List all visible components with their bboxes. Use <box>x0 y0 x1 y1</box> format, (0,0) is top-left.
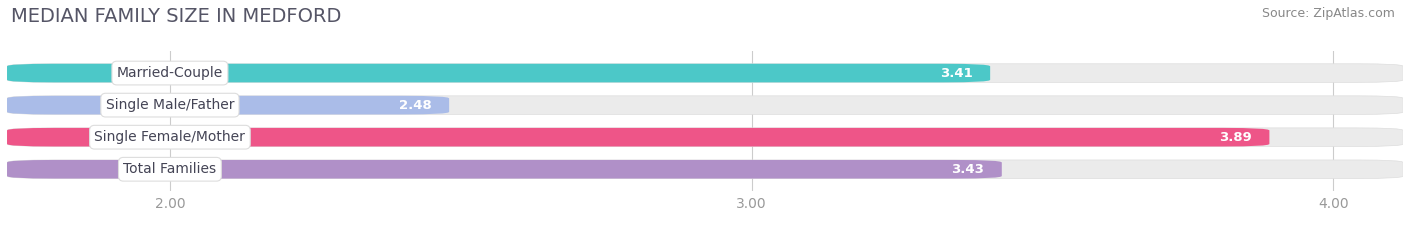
FancyBboxPatch shape <box>7 96 449 114</box>
FancyBboxPatch shape <box>7 64 990 82</box>
FancyBboxPatch shape <box>7 160 1403 178</box>
Text: 3.43: 3.43 <box>952 163 984 176</box>
Text: Single Male/Father: Single Male/Father <box>105 98 235 112</box>
FancyBboxPatch shape <box>7 128 1270 147</box>
Text: Source: ZipAtlas.com: Source: ZipAtlas.com <box>1261 7 1395 20</box>
Text: 3.41: 3.41 <box>941 67 973 79</box>
Text: MEDIAN FAMILY SIZE IN MEDFORD: MEDIAN FAMILY SIZE IN MEDFORD <box>11 7 342 26</box>
Text: Married-Couple: Married-Couple <box>117 66 224 80</box>
Text: 2.48: 2.48 <box>399 99 432 112</box>
Text: Single Female/Mother: Single Female/Mother <box>94 130 246 144</box>
FancyBboxPatch shape <box>7 96 1403 114</box>
Text: Total Families: Total Families <box>124 162 217 176</box>
FancyBboxPatch shape <box>7 64 1403 82</box>
FancyBboxPatch shape <box>7 160 1002 178</box>
FancyBboxPatch shape <box>7 128 1403 147</box>
Text: 3.89: 3.89 <box>1219 131 1251 144</box>
